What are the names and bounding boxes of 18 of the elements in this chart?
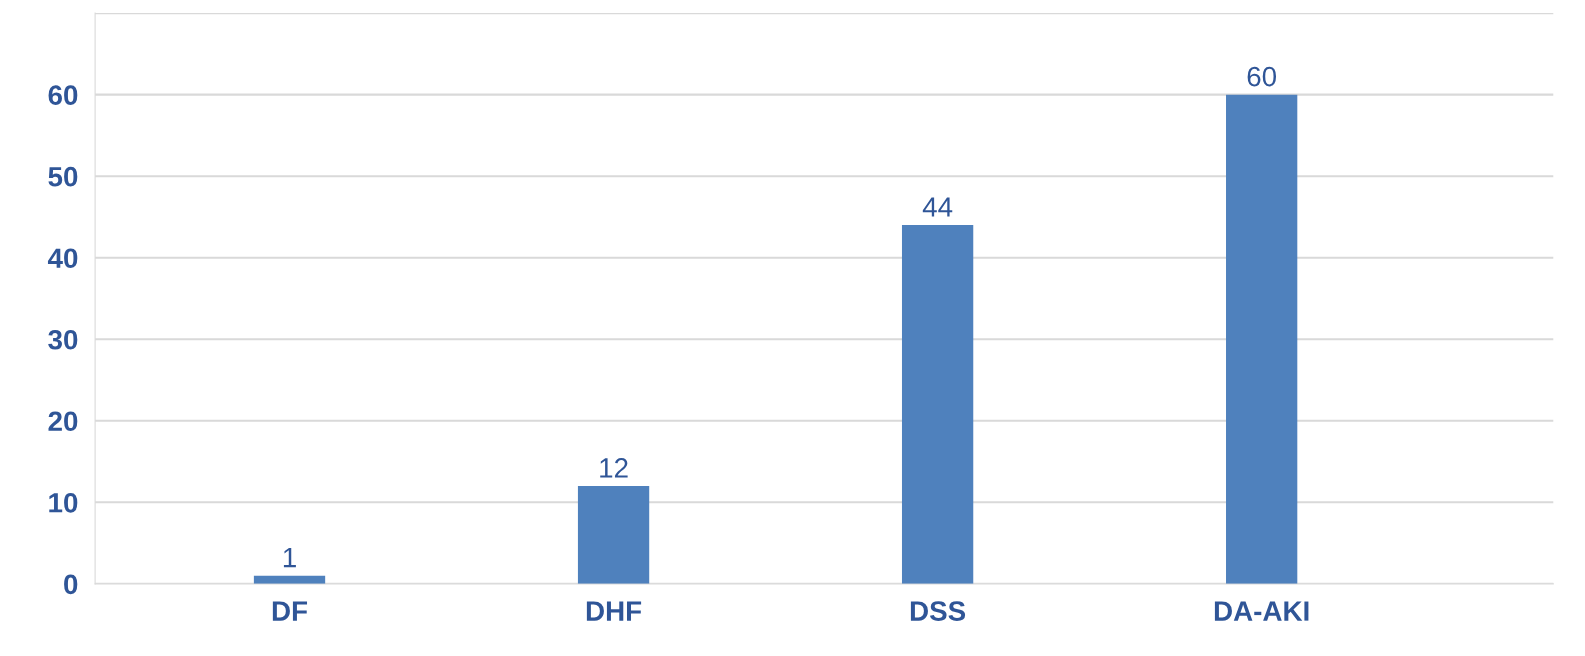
x-tick-label: DA-AKI: [1214, 601, 1309, 621]
x-tick-label: DF: [272, 601, 308, 621]
y-tick-label: 10: [49, 492, 78, 513]
x-tick-label: DSS: [910, 601, 966, 621]
data-label: 60: [1247, 66, 1277, 87]
y-tick-label: 20: [48, 411, 78, 432]
y-tick-label: 30: [48, 329, 78, 350]
y-tick-label: 50: [48, 166, 78, 187]
y-tick-label: 0: [64, 574, 78, 595]
x-tick-label: DHF: [586, 601, 642, 621]
bar: [1226, 94, 1298, 584]
data-label: 44: [922, 197, 953, 217]
bar: [901, 225, 974, 584]
y-tick-label: 60: [48, 85, 78, 105]
bar: [577, 486, 650, 584]
y-tick-label: 40: [47, 248, 78, 269]
data-label: 1: [283, 548, 296, 568]
data-label: 12: [600, 458, 628, 478]
